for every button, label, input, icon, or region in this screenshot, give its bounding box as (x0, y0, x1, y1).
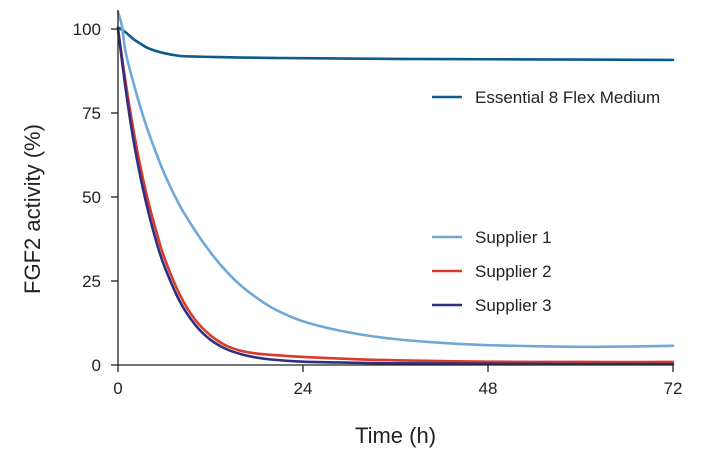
x-tick-label: 24 (294, 379, 313, 398)
legend: Essential 8 Flex Medium Supplier 1 Supplie… (432, 88, 660, 315)
y-tick-label: 25 (82, 272, 101, 291)
x-tick-label: 72 (664, 379, 683, 398)
x-tick-label: 0 (113, 379, 122, 398)
y-axis-title: FGF2 activity (%) (20, 124, 45, 294)
legend-label-essential-8-flex-medium: Essential 8 Flex Medium (475, 88, 660, 107)
y-tick-label: 0 (92, 356, 101, 375)
x-tick-label: 48 (479, 379, 498, 398)
x-axis-title: Time (h) (355, 423, 436, 448)
series-line-supplier-1 (116, 10, 675, 349)
y-tick-label: 100 (73, 20, 101, 39)
ticks-layer: 0 25 50 75 100 0 24 48 72 (73, 20, 683, 398)
y-tick-label: 50 (82, 188, 101, 207)
series-layer (116, 10, 675, 366)
legend-label-supplier-2: Supplier 2 (475, 262, 552, 281)
series-line-supplier-2 (116, 27, 675, 364)
series-line-supplier-3 (116, 27, 675, 366)
axes-layer (117, 10, 673, 366)
legend-label-supplier-3: Supplier 3 (475, 296, 552, 315)
series-line-essential-8-flex-medium (116, 26, 675, 62)
y-tick-label: 75 (82, 104, 101, 123)
legend-label-supplier-1: Supplier 1 (475, 228, 552, 247)
